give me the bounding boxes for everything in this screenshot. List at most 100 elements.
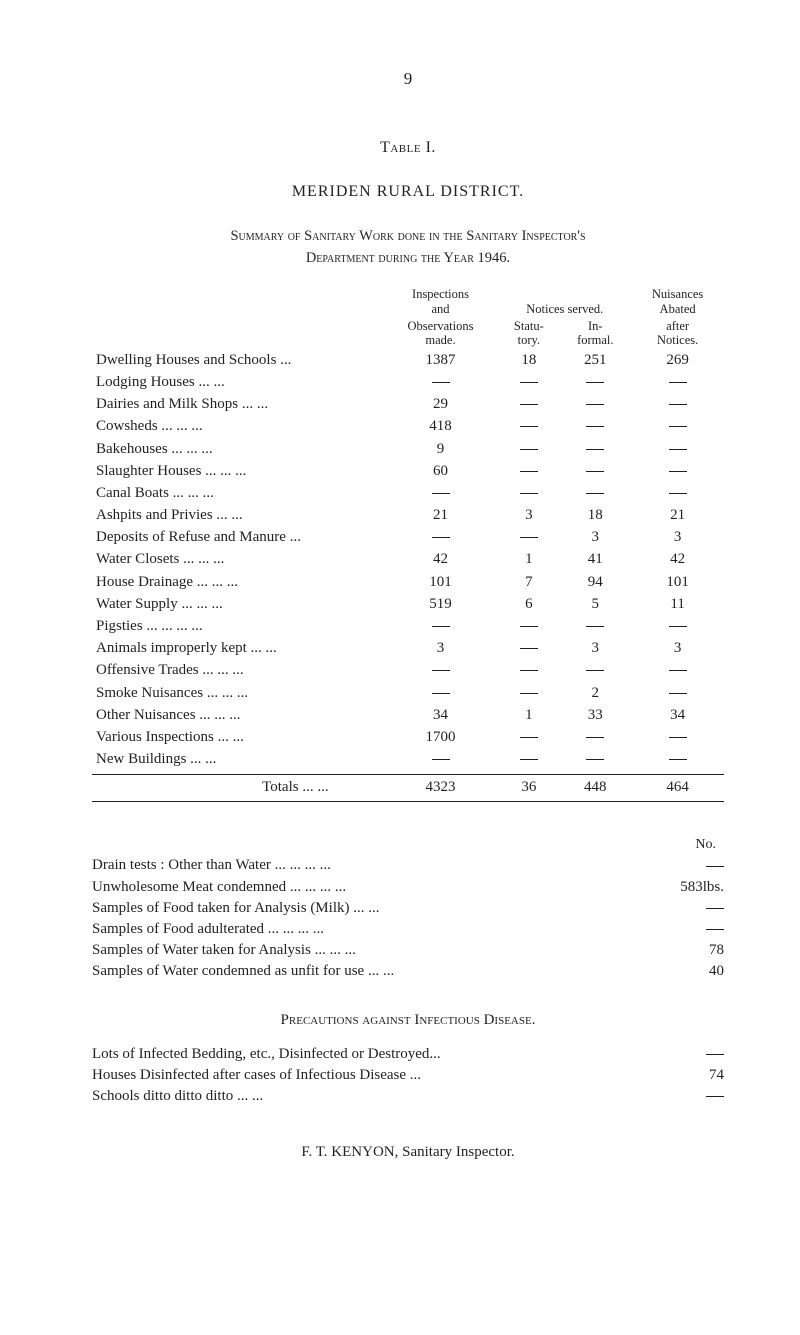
list-value bbox=[664, 1087, 724, 1106]
row-c2 bbox=[383, 660, 499, 682]
row-c3 bbox=[498, 749, 559, 771]
row-label: Offensive Trades ... ... ... bbox=[92, 660, 383, 682]
list-item: Houses Disinfected after cases of Infect… bbox=[92, 1065, 724, 1086]
row-c4 bbox=[559, 749, 631, 771]
row-c5 bbox=[631, 482, 724, 504]
row-label: Various Inspections ... ... bbox=[92, 726, 383, 748]
secondary-list: No. Drain tests : Other than Water ... .… bbox=[92, 836, 724, 983]
row-c3 bbox=[498, 527, 559, 549]
row-c3 bbox=[498, 438, 559, 460]
row-c3: 1 bbox=[498, 704, 559, 726]
col-after-notices: after Notices. bbox=[631, 318, 724, 350]
list-item: Samples of Food taken for Analysis (Milk… bbox=[92, 898, 724, 919]
row-c2 bbox=[383, 682, 499, 704]
row-c4: 94 bbox=[559, 571, 631, 593]
list-label: Houses Disinfected after cases of Infect… bbox=[92, 1066, 664, 1085]
row-c5: 101 bbox=[631, 571, 724, 593]
summary-line-2: Department during the Year 1946. bbox=[92, 249, 724, 268]
table-row: House Drainage ... ... ...101794101 bbox=[92, 571, 724, 593]
list-item: Samples of Water taken for Analysis ... … bbox=[92, 940, 724, 961]
row-c4 bbox=[559, 394, 631, 416]
row-c2: 21 bbox=[383, 505, 499, 527]
row-label: Bakehouses ... ... ... bbox=[92, 438, 383, 460]
row-c4 bbox=[559, 460, 631, 482]
row-label: Dwelling Houses and Schools ... bbox=[92, 349, 383, 371]
row-label: Lodging Houses ... ... bbox=[92, 371, 383, 393]
list-item: Drain tests : Other than Water ... ... .… bbox=[92, 855, 724, 876]
row-c5: 42 bbox=[631, 549, 724, 571]
row-c4 bbox=[559, 416, 631, 438]
list-item: Lots of Infected Bedding, etc., Disinfec… bbox=[92, 1044, 724, 1065]
row-c2 bbox=[383, 616, 499, 638]
row-c2: 101 bbox=[383, 571, 499, 593]
list-item: Samples of Water condemned as unfit for … bbox=[92, 961, 724, 982]
list-item: Schools ditto ditto ditto ... ... bbox=[92, 1086, 724, 1107]
list-value bbox=[664, 1045, 724, 1064]
table-row: Various Inspections ... ...1700 bbox=[92, 726, 724, 748]
row-c3: 3 bbox=[498, 505, 559, 527]
row-c4 bbox=[559, 726, 631, 748]
row-c2: 519 bbox=[383, 593, 499, 615]
row-c3 bbox=[498, 482, 559, 504]
row-c4: 18 bbox=[559, 505, 631, 527]
list-value bbox=[664, 920, 724, 939]
row-c2: 34 bbox=[383, 704, 499, 726]
table-label: Table I. bbox=[92, 138, 724, 158]
row-c2: 9 bbox=[383, 438, 499, 460]
row-label: Animals improperly kept ... ... bbox=[92, 638, 383, 660]
sanitary-work-table: Inspections and Notices served. Nuisance… bbox=[92, 286, 724, 802]
row-c2: 3 bbox=[383, 638, 499, 660]
totals-c4: 448 bbox=[559, 775, 631, 801]
list-value bbox=[664, 899, 724, 918]
totals-c5: 464 bbox=[631, 775, 724, 801]
table-row: Canal Boats ... ... ... bbox=[92, 482, 724, 504]
row-c4: 3 bbox=[559, 527, 631, 549]
table-row: Animals improperly kept ... ...333 bbox=[92, 638, 724, 660]
list-label: Samples of Food taken for Analysis (Milk… bbox=[92, 899, 664, 918]
totals-label: Totals ... ... bbox=[92, 775, 383, 801]
row-c5: 21 bbox=[631, 505, 724, 527]
list-value: 583lbs. bbox=[664, 878, 724, 897]
row-c5: 269 bbox=[631, 349, 724, 371]
row-c3: 7 bbox=[498, 571, 559, 593]
row-c2 bbox=[383, 527, 499, 549]
row-c3 bbox=[498, 394, 559, 416]
row-c5: 11 bbox=[631, 593, 724, 615]
row-c4: 251 bbox=[559, 349, 631, 371]
table-row: Bakehouses ... ... ...9 bbox=[92, 438, 724, 460]
col-nuisances-top: Nuisances Abated bbox=[631, 286, 724, 318]
row-c2: 42 bbox=[383, 549, 499, 571]
district-title: MERIDEN RURAL DISTRICT. bbox=[92, 182, 724, 202]
row-c2 bbox=[383, 749, 499, 771]
col-informal: In- formal. bbox=[559, 318, 631, 350]
list-value: 40 bbox=[664, 962, 724, 981]
list-label: Drain tests : Other than Water ... ... .… bbox=[92, 856, 664, 875]
row-c5: 3 bbox=[631, 638, 724, 660]
row-c2: 60 bbox=[383, 460, 499, 482]
row-c4: 5 bbox=[559, 593, 631, 615]
table-row: Ashpits and Privies ... ...2131821 bbox=[92, 505, 724, 527]
row-c4: 2 bbox=[559, 682, 631, 704]
row-c3 bbox=[498, 371, 559, 393]
col-notices-served: Notices served. bbox=[498, 286, 631, 318]
row-c3 bbox=[498, 682, 559, 704]
precautions-heading: Precautions against Infectious Disease. bbox=[92, 1011, 724, 1030]
col-statutory: Statu- tory. bbox=[498, 318, 559, 350]
no-heading: No. bbox=[92, 836, 724, 854]
table-row: Dairies and Milk Shops ... ...29 bbox=[92, 394, 724, 416]
row-label: Ashpits and Privies ... ... bbox=[92, 505, 383, 527]
row-c4: 41 bbox=[559, 549, 631, 571]
row-c4 bbox=[559, 438, 631, 460]
row-c5 bbox=[631, 371, 724, 393]
table-row: Pigsties ... ... ... ... bbox=[92, 616, 724, 638]
row-c5 bbox=[631, 726, 724, 748]
row-c2: 418 bbox=[383, 416, 499, 438]
row-label: Water Supply ... ... ... bbox=[92, 593, 383, 615]
summary-line-1: Summary of Sanitary Work done in the San… bbox=[92, 227, 724, 246]
row-c5 bbox=[631, 416, 724, 438]
row-c4 bbox=[559, 616, 631, 638]
row-c2: 1387 bbox=[383, 349, 499, 371]
list-value bbox=[664, 856, 724, 875]
row-c3: 18 bbox=[498, 349, 559, 371]
row-c3 bbox=[498, 616, 559, 638]
